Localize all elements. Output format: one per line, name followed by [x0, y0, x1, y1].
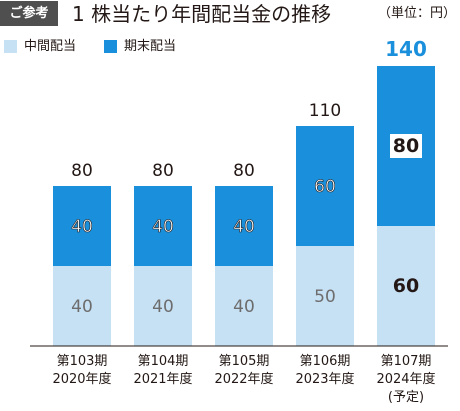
- total-label-3: 80: [233, 161, 255, 181]
- data-label-year-end-1: 40: [71, 217, 93, 237]
- x-tick-label-5-3: (予定): [388, 390, 424, 405]
- data-label-interim-4: 50: [314, 287, 336, 307]
- chart-title: 1 株当たり年間配当金の推移: [72, 2, 332, 26]
- bar-interim-1: [53, 266, 111, 346]
- unit-label: （単位：円）: [377, 6, 456, 21]
- bar-year-end-2: [134, 186, 192, 266]
- x-tick-label-1-2: 2020年度: [52, 371, 111, 387]
- total-label-1: 80: [71, 161, 93, 181]
- data-label-interim-1: 40: [71, 297, 93, 317]
- total-label-4: 110: [309, 101, 341, 121]
- x-tick-label-1-1: 第103期: [57, 354, 108, 369]
- chart-header: ご参考 1 株当たり年間配当金の推移 （単位：円）: [0, 0, 460, 30]
- legend-label-year-end: 期末配当: [124, 39, 177, 54]
- bar-interim-3: [215, 266, 273, 346]
- data-label-interim-5: 60: [393, 275, 419, 297]
- bar-interim-2: [134, 266, 192, 346]
- x-tick-label-2-1: 第104期: [138, 354, 189, 369]
- bar-year-end-1: [53, 186, 111, 266]
- total-label-5: 140: [385, 37, 427, 61]
- data-label-bg-year-end-5: [390, 134, 422, 158]
- x-tick-label-2-2: 2021年度: [133, 371, 192, 387]
- data-label-interim-2: 40: [152, 297, 174, 317]
- bar-interim-4: [296, 246, 354, 346]
- data-label-year-end-3: 40: [233, 217, 255, 237]
- x-tick-label-5-1: 第107期: [381, 354, 432, 369]
- total-label-2: 80: [152, 161, 174, 181]
- legend-label-interim: 中間配当: [24, 39, 77, 54]
- data-label-year-end-5: 80: [393, 135, 419, 157]
- x-tick-label-4-1: 第106期: [300, 354, 351, 369]
- bar-year-end-3: [215, 186, 273, 266]
- bar-interim-5: [377, 226, 435, 346]
- legend-swatch-interim: [4, 40, 17, 53]
- data-label-year-end-4: 60: [314, 177, 336, 197]
- x-tick-label-3-2: 2022年度: [214, 371, 273, 387]
- x-tick-label-4-2: 2023年度: [295, 371, 354, 387]
- x-tick-label-3-1: 第105期: [219, 354, 270, 369]
- data-label-year-end-2: 40: [152, 217, 174, 237]
- legend: 中間配当 期末配当: [4, 37, 460, 57]
- bar-year-end-4: [296, 126, 354, 246]
- x-tick-label-5-2: 2024年度: [376, 371, 435, 387]
- reference-badge: ご参考: [0, 1, 58, 26]
- data-label-interim-3: 40: [233, 297, 255, 317]
- legend-swatch-year-end: [104, 40, 117, 53]
